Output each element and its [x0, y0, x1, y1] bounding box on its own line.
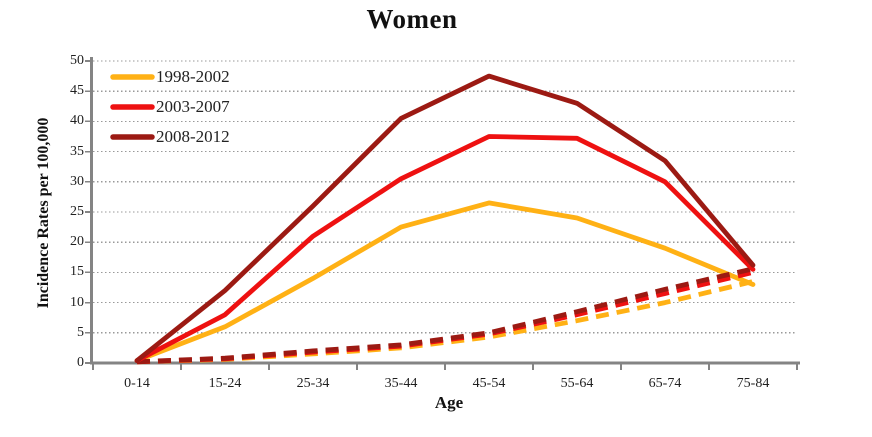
legend-label-2003-2007: 2003-2007: [156, 97, 230, 116]
y-tick-label: 0: [77, 355, 84, 370]
x-tick-label: 35-44: [384, 376, 418, 391]
y-tick-label: 10: [70, 295, 84, 310]
x-axis-title: Age: [434, 393, 464, 412]
y-tick-label: 40: [70, 113, 84, 128]
x-tick-label: 45-54: [472, 376, 506, 391]
y-tick-label: 50: [70, 53, 84, 68]
y-tick-label: 5: [77, 325, 84, 340]
y-tick-label: 30: [70, 174, 84, 189]
y-axis-title: Incidence Rates per 100,000: [35, 117, 52, 309]
series-line-2003-2007: [134, 134, 756, 364]
x-tick-label: 0-14: [124, 376, 150, 391]
series-line-2008-2012: [134, 73, 756, 364]
chart-title: Women: [366, 4, 458, 34]
x-tick-label: 25-34: [296, 376, 330, 391]
y-tick-label: 45: [70, 83, 84, 98]
y-tick-label: 35: [70, 144, 84, 159]
x-tick-label: 75-84: [736, 376, 770, 391]
y-tick-label: 15: [70, 264, 84, 279]
y-tick-label: 20: [70, 234, 84, 249]
series-line-1998-2002: [134, 200, 756, 364]
legend-label-1998-2002: 1998-2002: [156, 67, 230, 86]
series-line-2008-2012-dashed: [136, 266, 754, 365]
legend-label-2008-2012: 2008-2012: [156, 127, 230, 146]
x-tick-label: 15-24: [208, 376, 242, 391]
x-tick-label: 65-74: [648, 376, 682, 391]
x-tick-label: 55-64: [560, 376, 594, 391]
y-tick-label: 25: [70, 204, 84, 219]
